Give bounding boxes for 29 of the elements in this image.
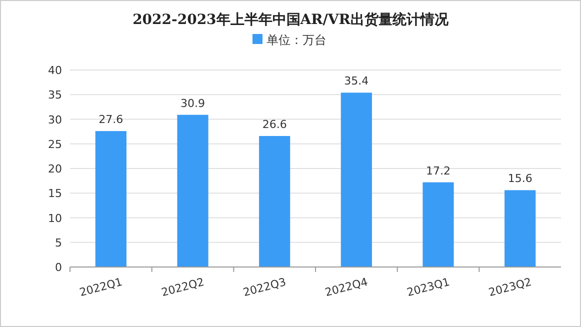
bar <box>504 190 536 267</box>
data-label: 26.6 <box>262 118 287 131</box>
y-tick-label: 10 <box>48 212 62 225</box>
x-tick-label: 2022Q1 <box>78 275 124 300</box>
bar <box>177 114 208 267</box>
data-label: 17.2 <box>426 164 450 178</box>
y-tick-label: 30 <box>48 113 62 126</box>
x-tick-label: 2023Q2 <box>487 275 533 300</box>
bar <box>259 136 290 267</box>
y-tick-label: 20 <box>48 162 62 176</box>
y-tick-label: 0 <box>55 261 62 274</box>
y-tick-label: 15 <box>48 187 62 200</box>
chart-title: 2022-2023年上半年中国AR/VR出货量统计情况 <box>132 11 450 28</box>
y-tick-label: 40 <box>48 64 62 77</box>
x-tick-label: 2022Q2 <box>160 275 206 300</box>
x-tick-label: 2022Q3 <box>242 275 288 300</box>
bar <box>95 131 126 267</box>
x-tick-label: 2022Q4 <box>324 275 370 300</box>
y-tick-label: 25 <box>48 138 62 151</box>
data-label: 15.6 <box>508 172 532 186</box>
data-label: 27.6 <box>98 113 124 126</box>
data-label: 35.4 <box>344 74 369 88</box>
y-tick-label: 5 <box>55 236 62 250</box>
bar <box>340 92 372 267</box>
legend-label: 单位：万台 <box>266 33 326 47</box>
data-label: 30.9 <box>180 96 205 110</box>
bar <box>422 182 454 267</box>
y-tick-label: 35 <box>48 88 62 102</box>
x-tick-label: 2023Q1 <box>405 275 452 300</box>
